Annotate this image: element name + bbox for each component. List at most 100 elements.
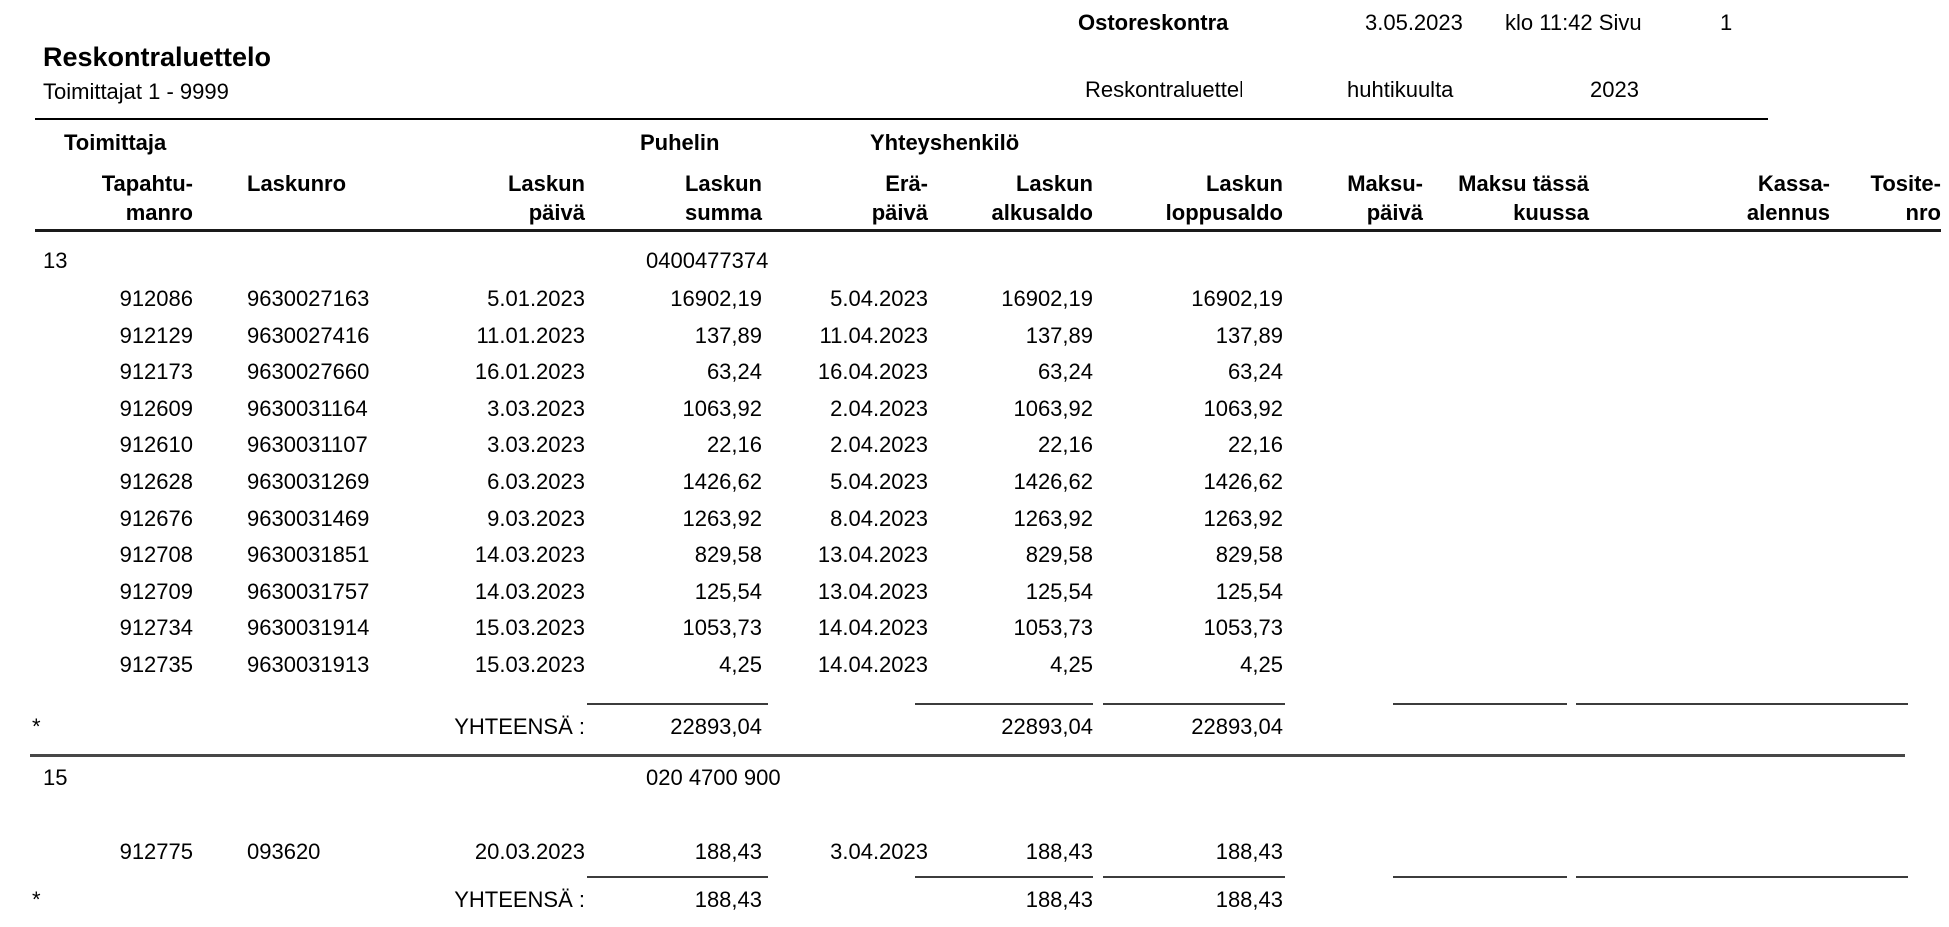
invoice-row: 912173 9630027660 16.01.2023 63,24 16.04.202… [0, 354, 1949, 391]
cell-tapahtumanro: 912129 [119, 322, 193, 348]
cell-laskun-summa: 1426,62 [682, 468, 762, 494]
col-header-kassa-alennus-line2: alennus [1746, 200, 1830, 225]
cell-tapahtumanro: 912708 [119, 542, 193, 568]
col-header-era-paiva: Erä- [885, 171, 928, 196]
total-loppusaldo: 188,43 [1215, 887, 1283, 913]
cell-era-paiva: 13.04.2023 [817, 578, 928, 604]
supplier-number: 15 [43, 764, 68, 790]
cell-laskun-summa: 188,43 [694, 838, 762, 864]
cell-laskun-paiva: 9.03.2023 [487, 505, 585, 531]
cell-laskunro: 9630031107 [247, 432, 368, 458]
cell-era-paiva: 2.04.2023 [830, 395, 928, 421]
cell-tapahtumanro: 912173 [119, 359, 193, 385]
cell-tapahtumanro: 912610 [119, 432, 193, 458]
totals-underline [915, 702, 1093, 705]
group-separator-line [30, 753, 1905, 757]
cell-laskunro: 9630031269 [247, 468, 370, 494]
cell-loppusaldo: 188,43 [1215, 838, 1283, 864]
total-marker: * [32, 713, 41, 739]
cell-alkusaldo: 1426,62 [1013, 468, 1093, 494]
report-title: Reskontraluettelo [43, 42, 272, 72]
invoice-row: 912775 093620 20.03.2023 188,43 3.04.2023 188… [0, 834, 1949, 871]
totals-underline [1103, 702, 1285, 705]
cell-laskun-summa: 16902,19 [670, 286, 762, 311]
cell-era-paiva: 14.04.2023 [817, 651, 928, 677]
cell-laskun-summa: 1063,92 [682, 395, 762, 421]
col-group-yhteyshenkilo: Yhteyshenkilö [870, 130, 1020, 155]
cell-laskun-paiva: 3.03.2023 [487, 395, 585, 421]
invoice-row: 912676 9630031469 9.03.2023 1263,92 8.04.202… [0, 501, 1949, 538]
cell-laskunro: 9630027163 [247, 286, 370, 311]
cell-laskunro: 9630027660 [247, 359, 370, 385]
invoice-row: 912734 9630031914 15.03.2023 1053,73 14.04.2… [0, 610, 1949, 647]
cell-laskun-paiva: 14.03.2023 [474, 542, 585, 568]
supplier-phone: 020 4700 900 [646, 764, 781, 790]
cell-laskunro: 9630031469 [247, 505, 370, 531]
page-number: 1 [1720, 10, 1733, 35]
invoice-row: 912708 9630031851 14.03.2023 829,58 13.04.20… [0, 537, 1949, 574]
supplier-row: 13 0400477374 [0, 240, 1949, 281]
totals-underline-row [0, 876, 1949, 879]
total-label: YHTEENSÄ : [454, 713, 585, 739]
total-laskun-summa: 188,43 [694, 887, 762, 913]
cell-alkusaldo: 125,54 [1025, 578, 1093, 604]
cell-laskun-paiva: 5.01.2023 [487, 286, 585, 311]
cell-era-paiva: 8.04.2023 [830, 505, 928, 531]
col-header-tosite-nro-line2: nro [1905, 200, 1941, 225]
invoice-row: 912628 9630031269 6.03.2023 1426,62 5.04.202… [0, 464, 1949, 501]
col-header-laskun-loppusaldo-line2: loppusaldo [1165, 200, 1283, 225]
cell-alkusaldo: 1063,92 [1013, 395, 1093, 421]
totals-underline [1103, 876, 1285, 879]
cell-era-paiva: 5.04.2023 [830, 286, 928, 311]
period-month: huhtikuulta [1347, 77, 1454, 102]
total-laskun-summa: 22893,04 [670, 713, 762, 739]
cell-laskun-summa: 63,24 [706, 359, 762, 385]
cell-tapahtumanro: 912709 [119, 578, 193, 604]
cell-laskunro: 9630027416 [247, 322, 370, 348]
total-alkusaldo: 188,43 [1025, 887, 1093, 913]
cell-era-paiva: 13.04.2023 [817, 542, 928, 568]
cell-era-paiva: 5.04.2023 [830, 468, 928, 494]
cell-loppusaldo: 1426,62 [1203, 468, 1283, 494]
col-header-laskun-summa: Laskun [684, 171, 762, 196]
cell-laskun-paiva: 20.03.2023 [474, 838, 585, 864]
cell-era-paiva: 3.04.2023 [830, 838, 928, 864]
col-header-laskunro: Laskunro [247, 171, 347, 196]
cell-tapahtumanro: 912628 [119, 468, 193, 494]
cell-alkusaldo: 188,43 [1025, 838, 1093, 864]
cell-laskunro: 9630031851 [247, 542, 370, 568]
supplier-phone: 0400477374 [646, 248, 769, 273]
cell-laskunro: 9630031914 [247, 615, 370, 641]
total-loppusaldo: 22893,04 [1191, 713, 1283, 739]
cell-loppusaldo: 1263,92 [1203, 505, 1283, 531]
invoice-row: 912609 9630031164 3.03.2023 1063,92 2.04.202… [0, 391, 1949, 428]
supplier-group: 13 0400477374 912086 9630027163 5.01.2023 169… [0, 240, 1949, 757]
cell-alkusaldo: 137,89 [1025, 322, 1093, 348]
totals-row: * YHTEENSÄ : 188,43 188,43 188,43 [0, 878, 1949, 922]
cell-laskunro: 9630031164 [247, 395, 368, 421]
col-header-laskun-summa-line2: summa [684, 200, 762, 225]
totals-underline [587, 702, 768, 705]
cell-loppusaldo: 1053,73 [1203, 615, 1283, 641]
period-year: 2023 [1590, 77, 1639, 102]
cell-tapahtumanro: 912775 [119, 838, 193, 864]
table-header-rule [35, 229, 1941, 232]
cell-tapahtumanro: 912086 [119, 286, 193, 311]
cell-laskun-paiva: 15.03.2023 [474, 615, 585, 641]
print-date: 3.05.2023 [1365, 10, 1463, 35]
cell-laskun-paiva: 15.03.2023 [474, 651, 585, 677]
cell-loppusaldo: 16902,19 [1191, 286, 1283, 311]
cell-loppusaldo: 1063,92 [1203, 395, 1283, 421]
cell-era-paiva: 2.04.2023 [830, 432, 928, 458]
total-alkusaldo: 22893,04 [1001, 713, 1093, 739]
col-header-era-paiva-line2: päivä [871, 200, 928, 225]
cell-laskun-summa: 829,58 [694, 542, 762, 568]
cell-laskun-summa: 137,89 [694, 322, 762, 348]
cell-laskun-paiva: 11.01.2023 [476, 322, 585, 348]
cell-era-paiva: 11.04.2023 [819, 322, 928, 348]
cell-loppusaldo: 63,24 [1227, 359, 1283, 385]
cell-laskunro: 9630031913 [247, 651, 370, 677]
cell-loppusaldo: 4,25 [1240, 651, 1283, 677]
totals-underline [587, 876, 768, 879]
